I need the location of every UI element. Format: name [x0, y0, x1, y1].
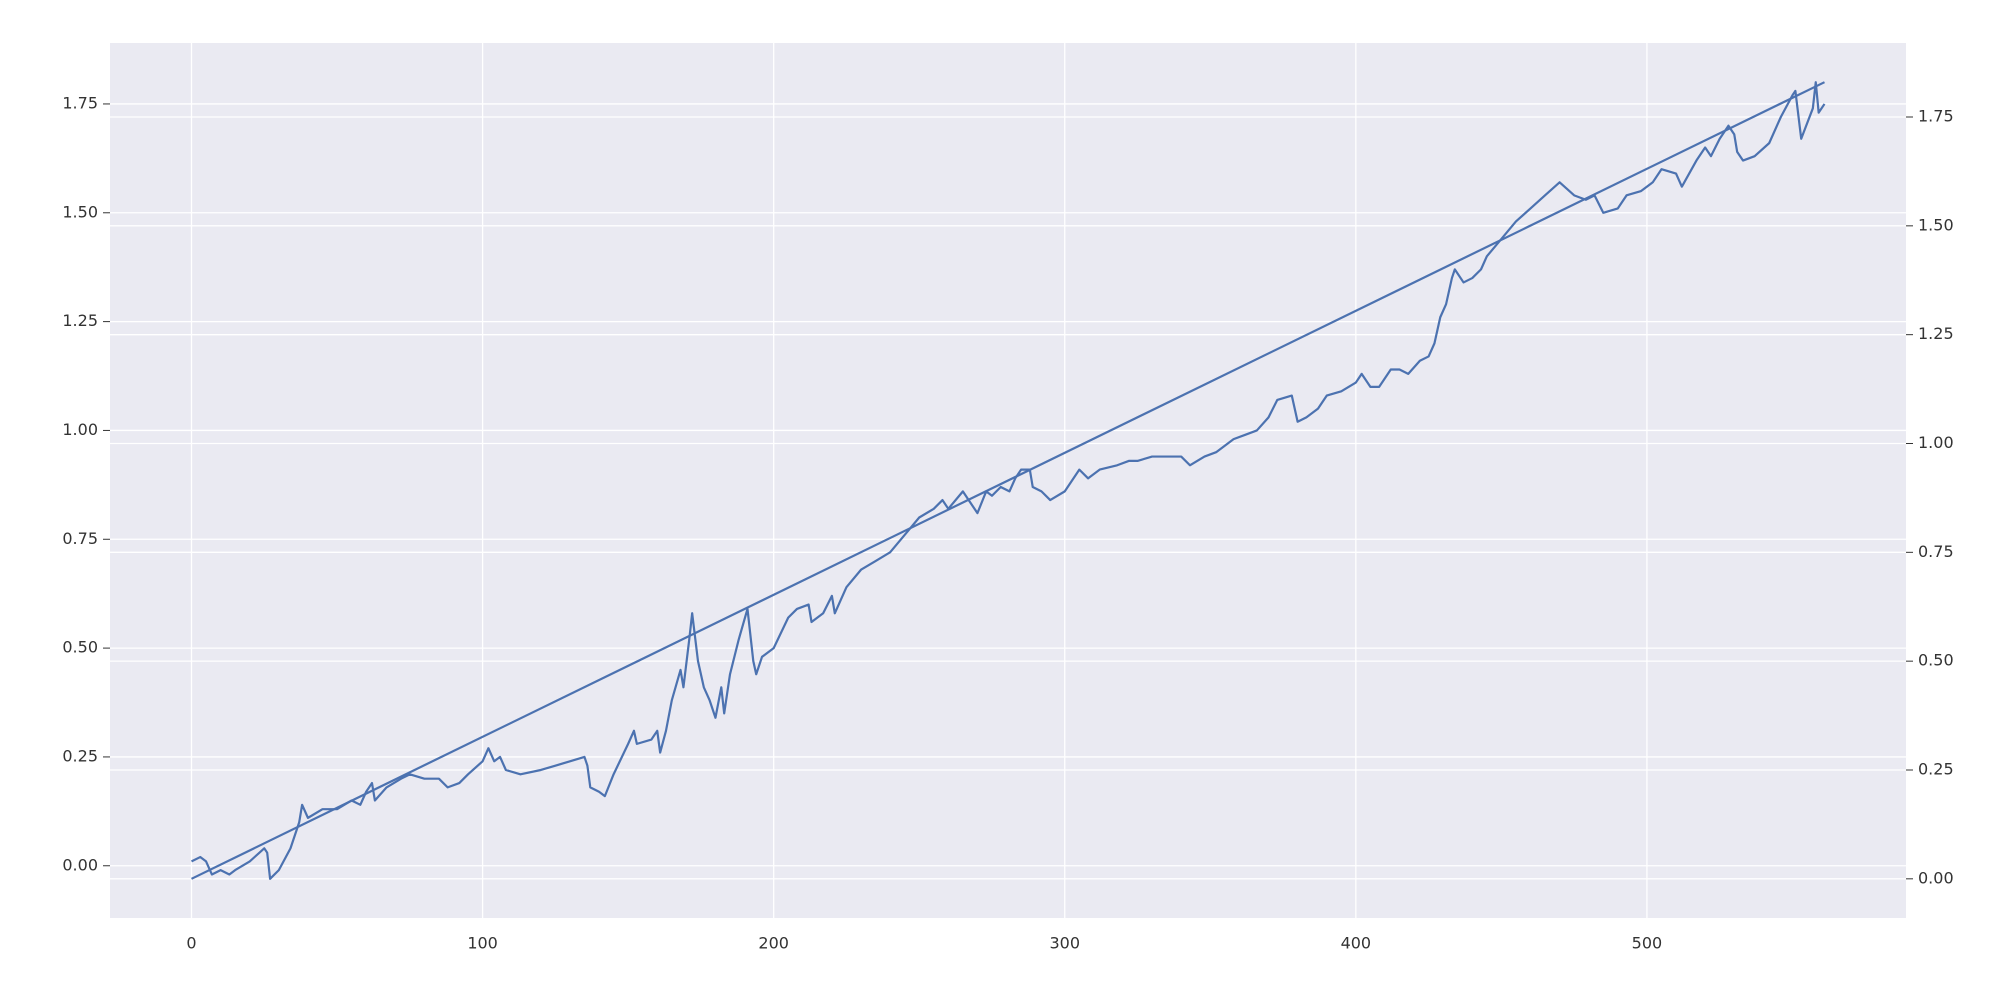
y-tick-label: 0.50: [62, 638, 98, 657]
y2-tick-label: 0.00: [1918, 868, 1954, 887]
x-tick-label: 0: [186, 934, 196, 953]
y2-tick-label: 1.50: [1918, 215, 1954, 234]
x-tick-label: 200: [758, 934, 789, 953]
x-tick-label: 400: [1341, 934, 1372, 953]
y-tick-label: 0.75: [62, 529, 98, 548]
y2-tick-label: 0.50: [1918, 651, 1954, 670]
x-tick-label: 500: [1632, 934, 1663, 953]
y-tick-label: 1.50: [62, 202, 98, 221]
y-tick-label: 1.75: [62, 93, 98, 112]
y2-tick-label: 1.75: [1918, 107, 1954, 126]
y2-tick-label: 1.00: [1918, 433, 1954, 452]
y-tick-label: 1.25: [62, 311, 98, 330]
y-tick-label: 1.00: [62, 420, 98, 439]
y2-tick-label: 0.25: [1918, 759, 1954, 778]
data-line: [191, 81, 1825, 880]
x-tick-label: 100: [467, 934, 498, 953]
data-line: [191, 81, 1826, 880]
x-tick-label: 300: [1049, 934, 1080, 953]
y-tick-label: 0.25: [62, 746, 98, 765]
y-tick-label: 0.00: [62, 855, 98, 874]
y2-tick-label: 0.75: [1918, 542, 1954, 561]
y2-tick-label: 1.25: [1918, 324, 1954, 343]
